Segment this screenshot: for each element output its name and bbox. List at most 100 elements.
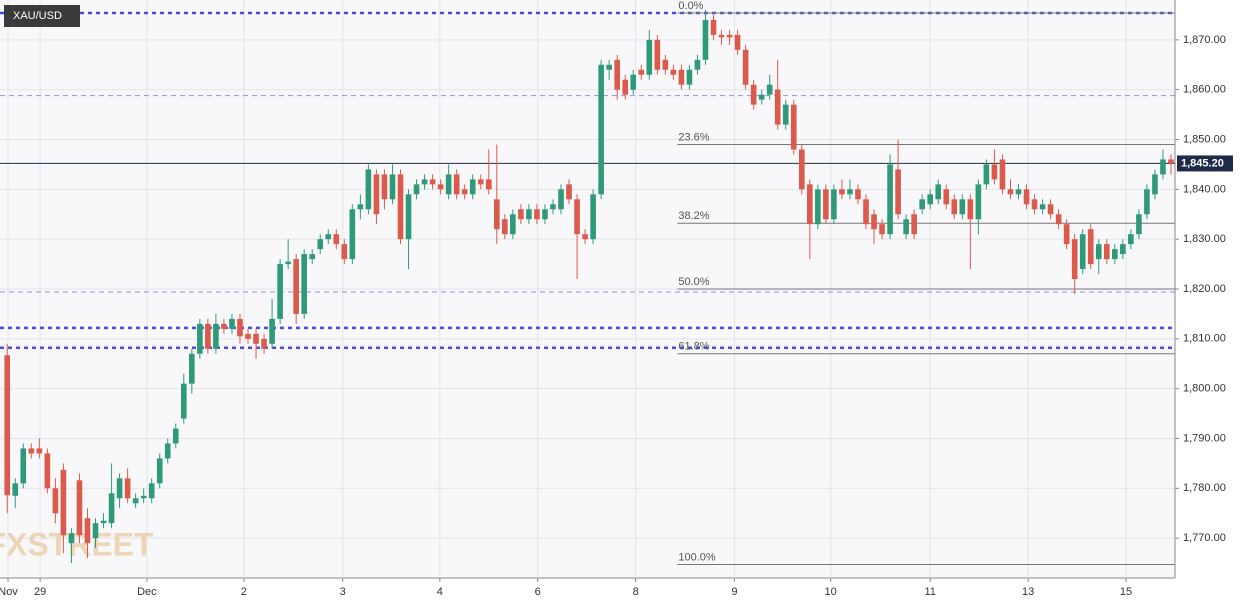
candle-body bbox=[510, 214, 516, 235]
candle-body bbox=[1152, 174, 1158, 195]
y-tick-label: 1,840.00 bbox=[1183, 183, 1226, 195]
candle-body bbox=[847, 189, 853, 195]
candle-body bbox=[429, 179, 436, 185]
candle-body bbox=[638, 69, 645, 75]
candle-body bbox=[381, 174, 388, 200]
candle-body bbox=[373, 174, 380, 215]
candle-body bbox=[646, 39, 653, 75]
candle-body bbox=[967, 199, 974, 220]
candle-body bbox=[999, 159, 1006, 190]
candle-body bbox=[445, 174, 452, 195]
candle-body bbox=[702, 19, 709, 60]
candle-body bbox=[277, 264, 283, 319]
candle-body bbox=[485, 179, 492, 190]
candle-body bbox=[566, 184, 572, 200]
candle-body bbox=[253, 333, 259, 344]
candle-body bbox=[782, 104, 789, 125]
y-tick-label: 1,850.00 bbox=[1183, 133, 1226, 145]
candle-body bbox=[1136, 214, 1142, 235]
x-tick-label: 6 bbox=[535, 586, 541, 598]
candle-body bbox=[718, 34, 725, 38]
candle-body bbox=[20, 448, 27, 484]
candle-body bbox=[598, 64, 604, 195]
candle-body bbox=[1128, 234, 1134, 245]
candle-body bbox=[774, 89, 781, 125]
candle-body bbox=[815, 189, 821, 225]
y-tick-label: 1,870.00 bbox=[1183, 34, 1226, 46]
candle-body bbox=[662, 59, 669, 70]
candle-body bbox=[630, 74, 637, 90]
candle-body bbox=[807, 184, 813, 225]
candle-body bbox=[261, 338, 267, 349]
candle-body bbox=[469, 179, 476, 195]
candle-body bbox=[542, 209, 548, 220]
symbol: XAU/USD bbox=[13, 10, 62, 22]
x-tick-label: 4 bbox=[437, 586, 443, 598]
candle-body bbox=[461, 189, 468, 195]
candle-body bbox=[172, 428, 179, 444]
candle-body bbox=[229, 318, 235, 329]
candle-body bbox=[903, 219, 909, 235]
candle-body bbox=[357, 204, 364, 210]
y-tick-label: 1,780.00 bbox=[1183, 482, 1226, 494]
candle-body bbox=[309, 254, 316, 260]
candle-body bbox=[213, 323, 219, 349]
y-tick-label: 1,800.00 bbox=[1183, 383, 1226, 395]
fib-label: 38.2% bbox=[678, 210, 709, 222]
x-tick-label: 11 bbox=[924, 586, 935, 598]
candle-body bbox=[534, 209, 540, 220]
candle-body bbox=[60, 469, 67, 536]
candle-body bbox=[670, 69, 677, 75]
last-price-box bbox=[1177, 155, 1233, 172]
candle-body bbox=[189, 353, 195, 384]
candle-body bbox=[1063, 224, 1070, 245]
candle-body bbox=[590, 194, 596, 240]
candle-body bbox=[12, 483, 19, 496]
candle-body bbox=[1120, 244, 1126, 255]
candle-body bbox=[148, 483, 155, 499]
candle-body bbox=[405, 194, 412, 240]
candle-body bbox=[1047, 204, 1054, 215]
candle-body bbox=[477, 179, 484, 185]
candle-body bbox=[92, 523, 99, 539]
x-tick-label: 8 bbox=[633, 586, 639, 598]
candle-body bbox=[758, 94, 765, 100]
candle-body bbox=[453, 174, 460, 195]
candle-body bbox=[742, 49, 749, 85]
candle-body bbox=[108, 493, 115, 524]
candle-body bbox=[341, 244, 348, 260]
candle-body bbox=[4, 355, 11, 496]
candles bbox=[4, 9, 1174, 564]
candle-body bbox=[871, 214, 877, 230]
candle-body bbox=[895, 169, 901, 215]
candle-body bbox=[325, 234, 332, 240]
y-tick-label: 1,770.00 bbox=[1183, 532, 1226, 544]
candle-body bbox=[116, 478, 123, 499]
y-tick-label: 1,820.00 bbox=[1183, 283, 1226, 295]
candle-body bbox=[237, 318, 243, 337]
candle-body bbox=[710, 19, 717, 35]
candle-body bbox=[975, 184, 982, 220]
candle-body bbox=[614, 59, 621, 90]
candle-body bbox=[301, 254, 307, 314]
candle-body bbox=[84, 518, 91, 544]
candle-body bbox=[526, 209, 532, 220]
candle-body bbox=[52, 488, 59, 514]
candle-body bbox=[317, 239, 324, 250]
x-tick-label: 3 bbox=[340, 586, 346, 598]
candle-body bbox=[694, 59, 701, 70]
candle-body bbox=[839, 189, 845, 195]
candle-body bbox=[726, 34, 733, 38]
x-tick-label: 15 bbox=[1120, 586, 1132, 598]
candle-body bbox=[879, 224, 885, 235]
candle-body bbox=[911, 214, 917, 235]
candle-body bbox=[582, 234, 588, 240]
candle-body bbox=[991, 164, 998, 180]
x-tick-label: 9 bbox=[731, 586, 737, 598]
candle-body bbox=[397, 174, 404, 240]
candle-body bbox=[44, 453, 51, 489]
levels: 0.0% 23.6% 38.2% 50.0% 61.8% 100.0% bbox=[0, 0, 1175, 566]
candle-body bbox=[558, 189, 564, 210]
y-tick-label: 1,860.00 bbox=[1183, 84, 1226, 96]
candle-body bbox=[1095, 244, 1102, 260]
